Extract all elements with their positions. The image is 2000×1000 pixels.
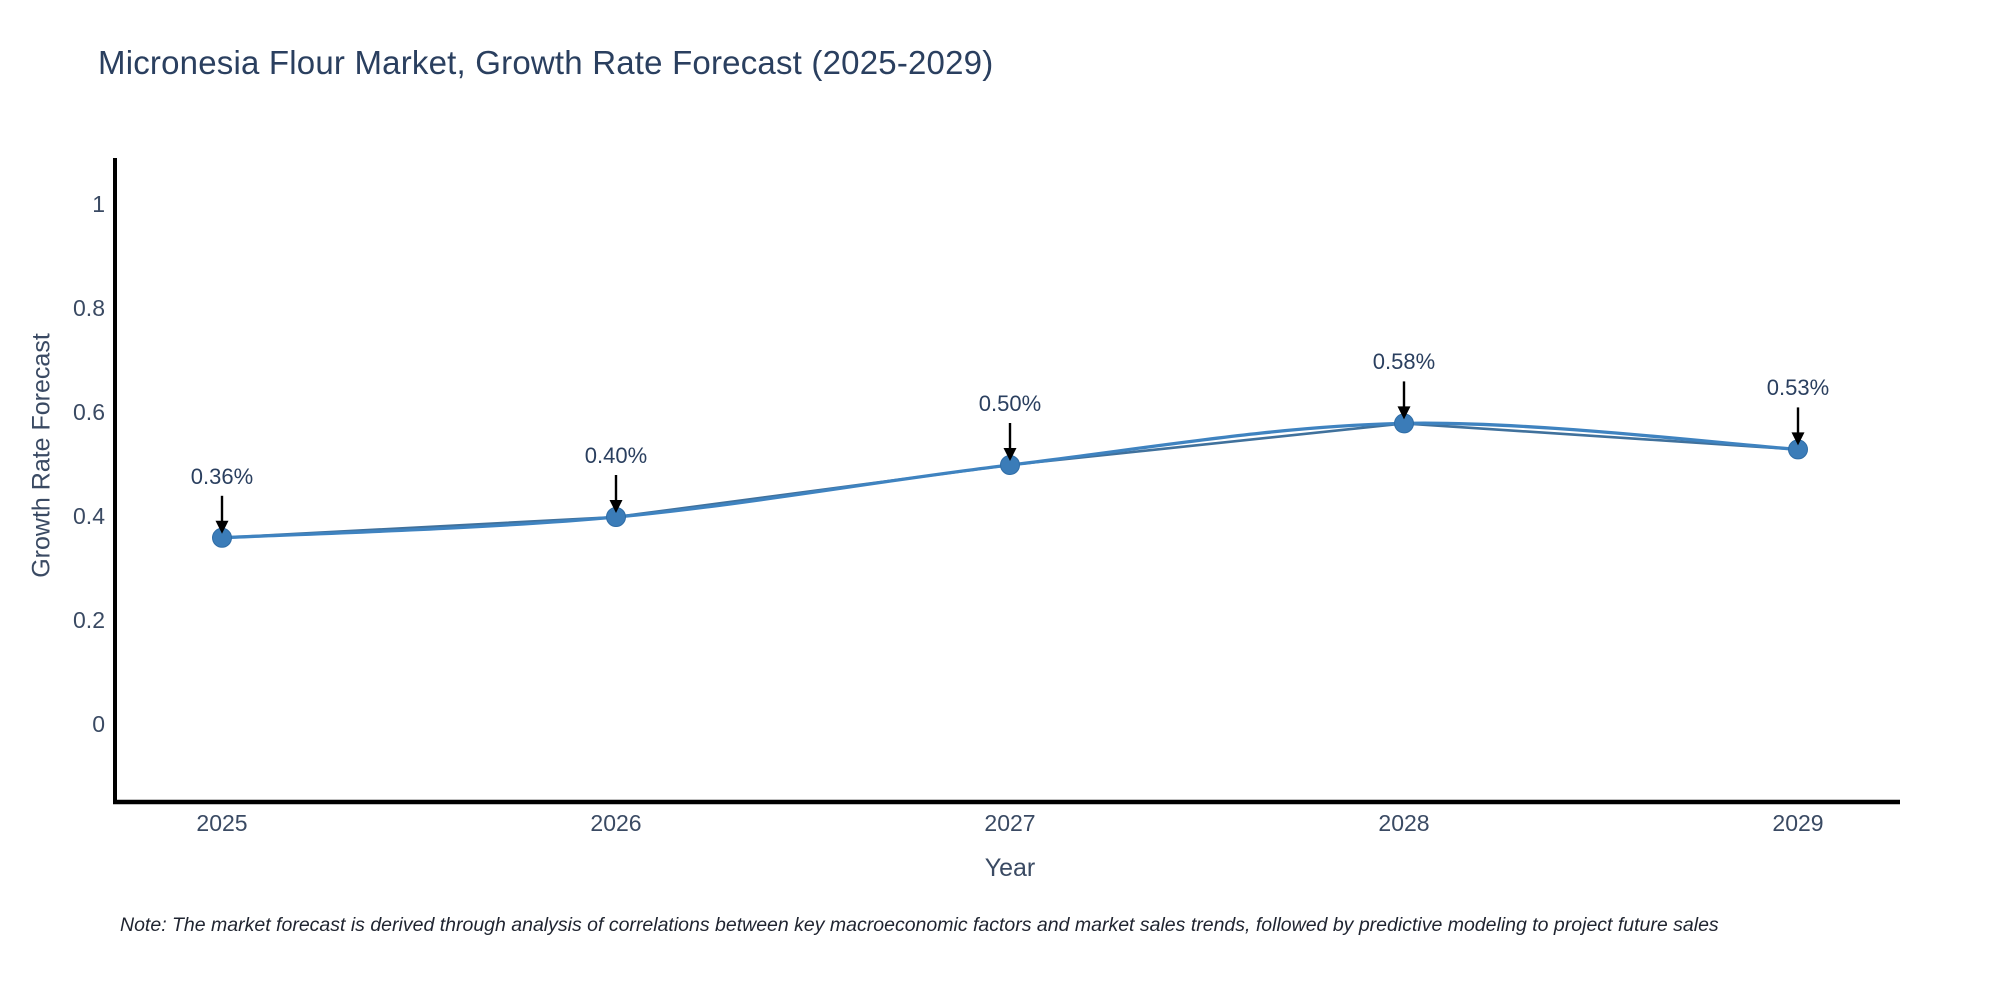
annotation-arrowhead [1791, 432, 1805, 446]
y-tick-label: 0 [92, 711, 105, 737]
x-tick-label: 2026 [590, 810, 642, 836]
y-tick-label: 0.4 [73, 503, 105, 529]
x-tick-label: 2028 [1378, 810, 1430, 836]
annotation-arrowhead [215, 520, 229, 534]
y-tick-label: 0.2 [73, 607, 105, 633]
x-axis-title: Year [984, 854, 1036, 882]
x-tick-label: 2025 [196, 810, 248, 836]
annotation-arrowhead [609, 500, 623, 513]
point-annotation: 0.40% [584, 443, 648, 468]
x-tick-label: 2029 [1772, 810, 1824, 836]
footnote: Note: The market forecast is derived thr… [120, 914, 1719, 936]
annotation-arrows [215, 381, 1805, 534]
point-annotation: 0.53% [1766, 375, 1830, 400]
point-annotation: 0.58% [1372, 349, 1436, 374]
point-annotation: 0.50% [978, 391, 1042, 416]
y-axis-title: Growth Rate Forecast [27, 333, 56, 578]
point-annotation: 0.36% [190, 464, 254, 489]
y-tick-label: 0.8 [73, 295, 105, 321]
annotation-arrowhead [1397, 406, 1411, 420]
y-tick-label: 1 [92, 191, 105, 217]
y-tick-label: 0.6 [73, 399, 105, 425]
chart-title: Micronesia Flour Market, Growth Rate For… [98, 44, 994, 81]
x-tick-label: 2027 [984, 810, 1036, 836]
annotation-arrowhead [1003, 448, 1017, 461]
